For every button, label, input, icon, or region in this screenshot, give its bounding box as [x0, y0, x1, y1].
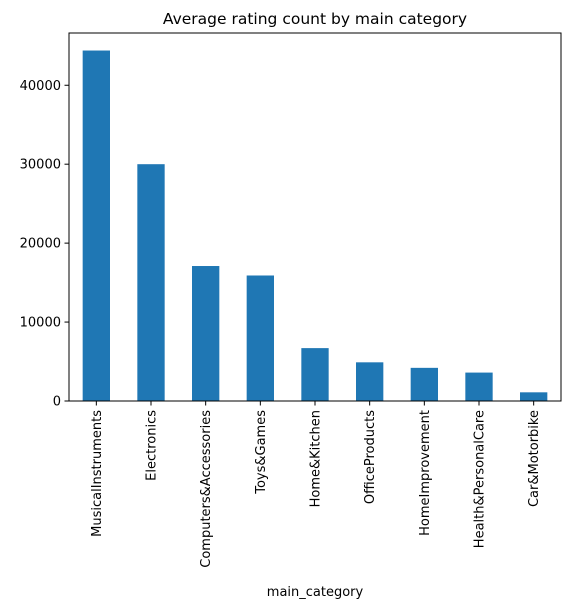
x-tick-label: HomeImprovement	[418, 410, 433, 536]
y-tick-label: 20000	[20, 237, 61, 252]
x-tick-label: Home&Kitchen	[309, 410, 324, 507]
x-tick-label: Computers&Accessories	[199, 410, 214, 568]
x-axis-ticks: MusicalInstruments Electronics Computers&A…	[90, 401, 542, 568]
bar	[356, 362, 384, 401]
x-tick-label: Toys&Games	[254, 410, 269, 495]
x-axis-title: main_category	[267, 585, 364, 600]
y-tick-label: 30000	[20, 158, 61, 173]
bar	[301, 348, 329, 401]
bar	[192, 266, 220, 401]
bar	[465, 372, 493, 401]
bar	[410, 367, 438, 401]
x-tick-label: Health&PersonalCare	[473, 410, 488, 548]
bar	[246, 275, 274, 401]
x-tick-label: MusicalInstruments	[90, 410, 105, 537]
y-tick-label: 0	[53, 395, 61, 410]
x-tick-label: Car&Motorbike	[527, 410, 542, 507]
y-axis-ticks: 0 10000 20000 30000 40000	[20, 79, 69, 410]
y-tick-label: 10000	[20, 316, 61, 331]
bar	[137, 164, 165, 401]
bars-layer	[82, 50, 548, 402]
bar	[520, 392, 548, 401]
x-tick-label: Electronics	[145, 410, 160, 481]
bar	[82, 50, 110, 402]
y-tick-label: 40000	[20, 79, 61, 94]
x-tick-label: OfficeProducts	[363, 410, 378, 504]
chart-title: Average rating count by main category	[163, 10, 467, 28]
plot-frame	[68, 32, 562, 402]
